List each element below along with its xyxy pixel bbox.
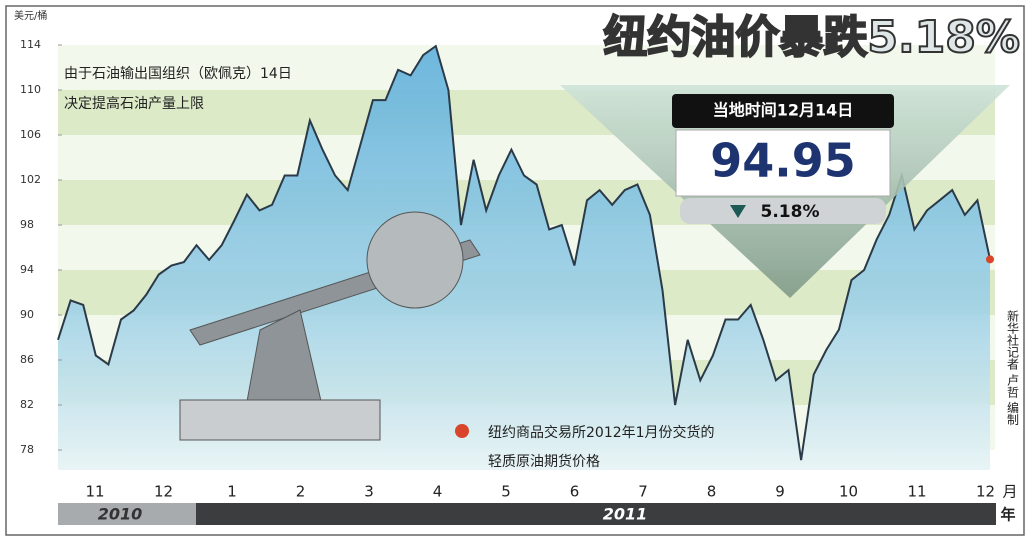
x-tick-label: 2 — [296, 483, 306, 501]
band — [58, 45, 995, 90]
y-tick-label: 78 — [20, 443, 34, 456]
y-tick-label: 86 — [20, 353, 34, 366]
legend-marker — [455, 424, 469, 438]
annotation: 决定提高石油产量上限 — [64, 95, 204, 112]
annotation: 由于石油输出国组织（欧佩克）14日 — [64, 66, 292, 82]
legend-text: 纽约商品交易所2012年1月份交货的 — [488, 424, 715, 441]
chart-title: 纽约油价暴跌5.18% — [603, 12, 1020, 63]
x-tick-label: 11 — [907, 483, 926, 501]
year-label: 2011 — [603, 505, 648, 524]
y-tick-label: 90 — [20, 308, 34, 321]
y-tick-label: 106 — [20, 128, 41, 141]
pump-jack — [179, 211, 481, 441]
x-tick-label: 3 — [364, 483, 374, 501]
callout-change: 5.18% — [761, 202, 820, 222]
callout-change-box — [680, 198, 886, 224]
y-tick-label: 102 — [20, 173, 41, 186]
year-label: 2010 — [98, 505, 143, 524]
y-tick-label: 110 — [20, 83, 41, 96]
y-unit: 美元/桶 — [14, 9, 47, 22]
x-tick-label: 1 — [227, 483, 237, 501]
y-tick-label: 114 — [20, 38, 41, 51]
x-unit: 月 — [1002, 483, 1017, 501]
x-tick-label: 5 — [501, 483, 511, 501]
down-arrow — [730, 205, 746, 218]
callout-date: 当地时间12月14日 — [713, 101, 854, 120]
line — [57, 44, 991, 461]
x-tick-label: 8 — [707, 483, 717, 501]
callout-header — [672, 94, 894, 128]
x-tick-label: 7 — [638, 483, 648, 501]
credit: 新华社记者 卢哲 编制 — [1006, 309, 1020, 426]
legend-text: 轻质原油期货价格 — [488, 453, 600, 470]
x-tick-label: 12 — [154, 483, 173, 501]
y-tick-label: 94 — [20, 263, 34, 276]
x-tick-label: 11 — [85, 483, 104, 501]
x-tick-label: 12 — [976, 483, 995, 501]
x-tick-label: 10 — [839, 483, 858, 501]
x-tick-label: 6 — [570, 483, 580, 501]
x-tick-label: 9 — [775, 483, 785, 501]
x-tick-label: 4 — [433, 483, 443, 501]
year-bar — [58, 503, 196, 525]
end-point — [986, 255, 994, 264]
callout-box — [675, 129, 891, 197]
y-tick-label: 98 — [20, 218, 34, 231]
year-unit: 年 — [1000, 506, 1015, 524]
callout-price: 94.95 — [710, 134, 856, 188]
y-tick-label: 82 — [20, 398, 34, 411]
year-bar — [196, 503, 996, 525]
